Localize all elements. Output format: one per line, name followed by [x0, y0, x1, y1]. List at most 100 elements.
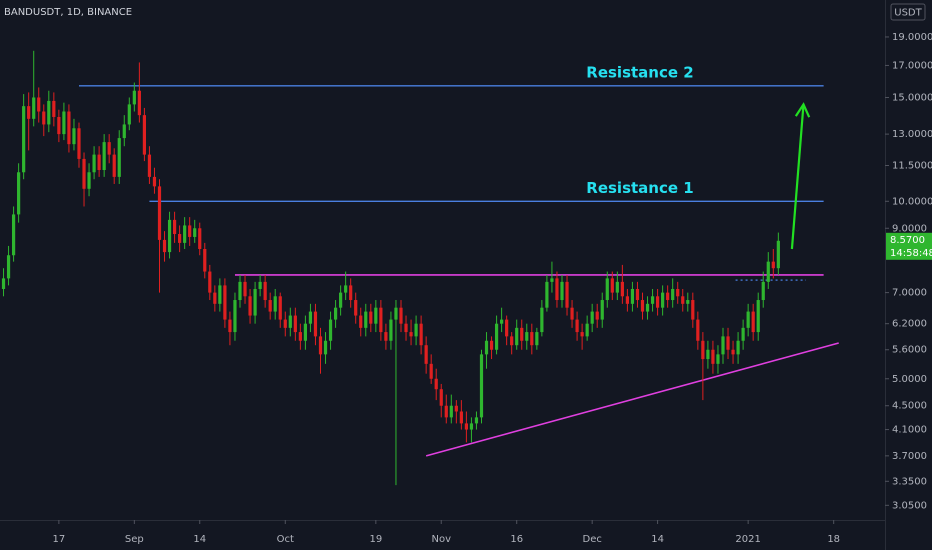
- candle-body: [157, 186, 162, 240]
- candle-body: [27, 106, 31, 119]
- x-tick-label: Oct: [277, 534, 294, 545]
- candle-body: [535, 332, 539, 346]
- candle-body: [283, 319, 287, 328]
- candle-body: [419, 323, 423, 346]
- candle-body: [333, 307, 338, 320]
- candle-body: [328, 319, 333, 341]
- candle-body: [193, 228, 197, 237]
- candle-body: [394, 307, 398, 320]
- countdown-label: 14:58:48: [890, 248, 932, 259]
- candle-body: [716, 354, 720, 364]
- candle-body: [530, 332, 534, 346]
- y-tick-label: 13.0000: [892, 129, 932, 140]
- candle-body: [107, 142, 111, 155]
- y-tick-label: 4.1000: [892, 425, 927, 436]
- candle-body: [263, 281, 267, 301]
- candle-body: [590, 311, 594, 324]
- candle-body: [172, 219, 177, 235]
- candle-body: [409, 332, 413, 337]
- candle-body: [17, 172, 21, 215]
- candle-body: [253, 288, 257, 316]
- candle-body: [87, 172, 91, 189]
- y-tick-label: 4.5000: [892, 401, 927, 412]
- x-tick-label: 16: [510, 534, 523, 545]
- candle-body: [37, 97, 41, 112]
- candle-body: [223, 285, 227, 320]
- candle-body: [384, 332, 388, 341]
- candle-body: [72, 128, 76, 145]
- candle-body: [359, 315, 363, 328]
- candle-body: [424, 345, 428, 364]
- candle-body: [62, 111, 66, 135]
- candle-body: [701, 340, 705, 360]
- candle-body: [364, 311, 368, 328]
- candle-body: [449, 405, 453, 418]
- candle-body: [273, 296, 277, 312]
- candle-body: [726, 336, 730, 350]
- candle-body: [6, 255, 11, 279]
- candle-body: [228, 319, 232, 333]
- candle-body: [243, 281, 247, 297]
- candle-body: [32, 97, 36, 119]
- currency-box[interactable]: [890, 3, 926, 21]
- y-tick-label: 19.0000: [892, 32, 932, 43]
- candle-body: [510, 336, 514, 346]
- candle-body: [751, 311, 755, 333]
- candle-body: [484, 340, 489, 355]
- candle-body: [500, 319, 504, 324]
- y-tick-label: 3.3500: [892, 476, 927, 487]
- candle-body: [313, 311, 318, 337]
- candle-body: [505, 319, 509, 337]
- candle-body: [520, 327, 524, 341]
- candle-body: [414, 323, 418, 337]
- candle-body: [474, 417, 479, 424]
- y-tick-label: 3.7000: [892, 451, 927, 462]
- candle-body: [303, 323, 307, 341]
- candle-body: [766, 261, 770, 282]
- candle-body: [459, 411, 463, 424]
- candle-body: [439, 389, 443, 406]
- candle-body: [771, 261, 775, 269]
- candle-body: [489, 340, 494, 350]
- candle-body: [620, 281, 624, 297]
- candle-body: [152, 176, 157, 187]
- candle-body: [77, 128, 81, 159]
- candle-body: [464, 423, 468, 430]
- candle-body: [102, 142, 106, 170]
- trend-line: [425, 342, 839, 457]
- candle-body: [389, 319, 393, 341]
- arrow-shaft: [790, 104, 805, 250]
- candle-body: [318, 336, 323, 355]
- candle-body: [736, 340, 740, 355]
- candle-body: [47, 100, 51, 125]
- candle-body: [379, 307, 383, 333]
- candle-body: [560, 281, 564, 301]
- y-tick-label: 9.0000: [892, 223, 927, 234]
- candle-body: [545, 281, 549, 308]
- candle-body: [178, 234, 182, 243]
- candle-body: [429, 363, 433, 379]
- candle-body: [454, 405, 458, 412]
- candle-body: [308, 311, 313, 324]
- candle-body: [711, 349, 715, 364]
- candle-body: [122, 124, 126, 139]
- y-tick-label: 3.0500: [892, 500, 927, 511]
- candle-body: [550, 278, 554, 282]
- candle-body: [167, 219, 172, 253]
- y-tick-label: 11.5000: [892, 161, 932, 172]
- candle-body: [630, 288, 635, 304]
- candle-body: [278, 296, 282, 320]
- candle-body: [11, 214, 16, 256]
- x-tick-label: 18: [827, 534, 840, 545]
- candle-body: [203, 248, 207, 272]
- candle-body: [555, 278, 559, 301]
- currency-label[interactable]: USDT: [894, 8, 922, 19]
- candle-body: [188, 225, 192, 237]
- candle-body: [676, 288, 680, 297]
- chart-title: BANDUSDT, 1D, BINANCE: [4, 7, 132, 18]
- candle-body: [183, 225, 187, 243]
- candle-body: [635, 288, 640, 301]
- candle-body: [515, 327, 519, 346]
- y-tick-label: 7.0000: [892, 288, 927, 299]
- candle-body: [399, 307, 403, 324]
